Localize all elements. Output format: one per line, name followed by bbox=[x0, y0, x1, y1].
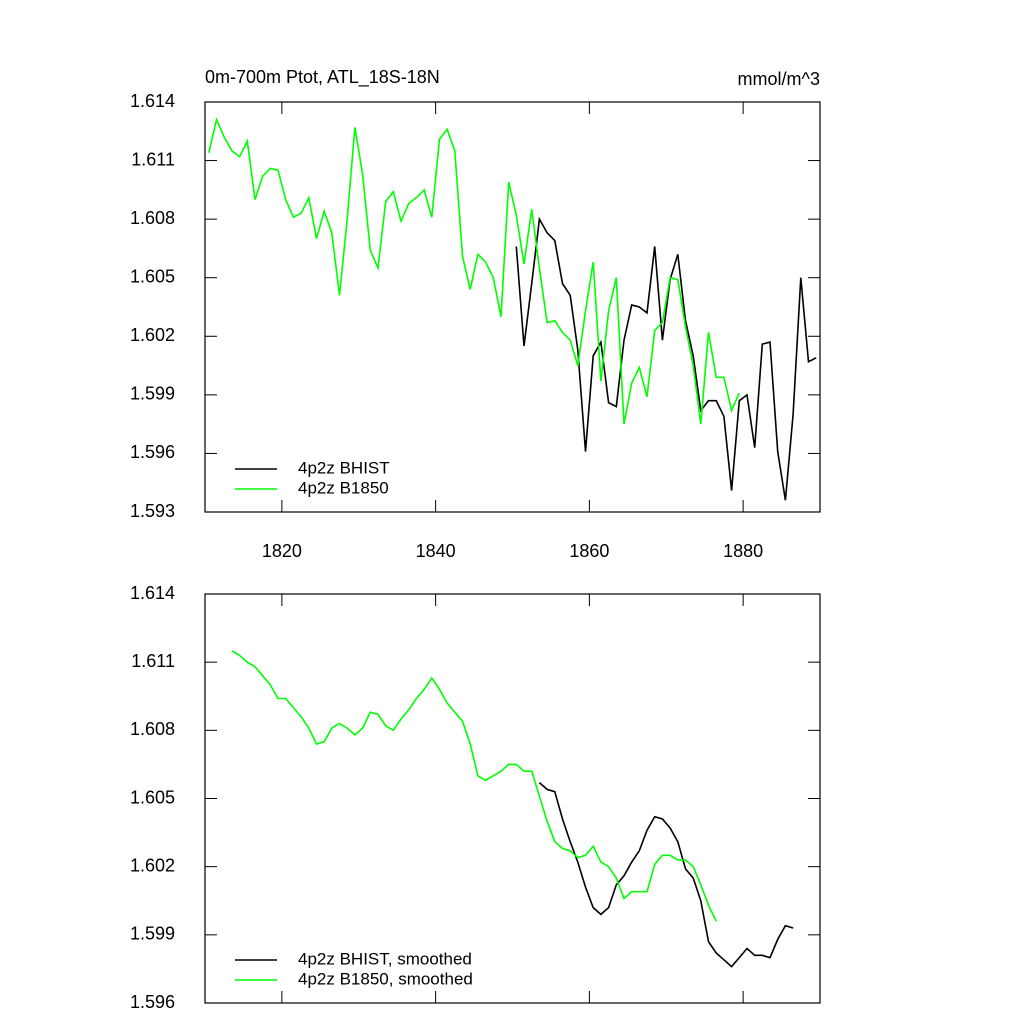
y-tick-label: 1.602 bbox=[130, 855, 175, 875]
y-tick-label: 1.593 bbox=[130, 501, 175, 521]
plot-frame bbox=[204, 101, 821, 513]
y-tick-label: 1.608 bbox=[130, 719, 175, 739]
y-tick-label: 1.605 bbox=[130, 787, 175, 807]
data-line bbox=[208, 117, 741, 425]
units-label: mmol/m^3 bbox=[738, 69, 820, 89]
y-tick-label: 1.599 bbox=[130, 384, 175, 404]
y-tick-label: 1.599 bbox=[130, 924, 175, 944]
y-tick-label: 1.608 bbox=[130, 208, 175, 228]
x-tick-label: 1820 bbox=[262, 541, 302, 561]
y-tick-label: 1.602 bbox=[130, 325, 175, 345]
data-line bbox=[515, 216, 817, 501]
legend-label: 4p2z BHIST bbox=[298, 458, 390, 477]
x-tick-label: 1860 bbox=[569, 541, 609, 561]
data-line bbox=[231, 650, 717, 922]
y-tick-label: 1.614 bbox=[130, 91, 175, 111]
y-tick-label: 1.611 bbox=[131, 651, 175, 671]
y-tick-label: 1.605 bbox=[130, 266, 175, 286]
y-tick-label: 1.614 bbox=[130, 583, 175, 603]
legend-label: 4p2z B1850 bbox=[298, 478, 389, 497]
chart-title: 0m-700m Ptot, ATL_18S-18N bbox=[205, 67, 440, 88]
y-tick-label: 1.596 bbox=[130, 442, 175, 462]
legend-label: 4p2z B1850, smoothed bbox=[298, 969, 473, 988]
plot-frame bbox=[204, 593, 821, 1004]
y-tick-label: 1.611 bbox=[131, 149, 175, 169]
data-line bbox=[538, 782, 794, 968]
x-tick-label: 1840 bbox=[416, 541, 456, 561]
y-tick-label: 1.596 bbox=[130, 992, 175, 1012]
x-tick-label: 1880 bbox=[723, 541, 763, 561]
legend-label: 4p2z BHIST, smoothed bbox=[298, 949, 472, 968]
